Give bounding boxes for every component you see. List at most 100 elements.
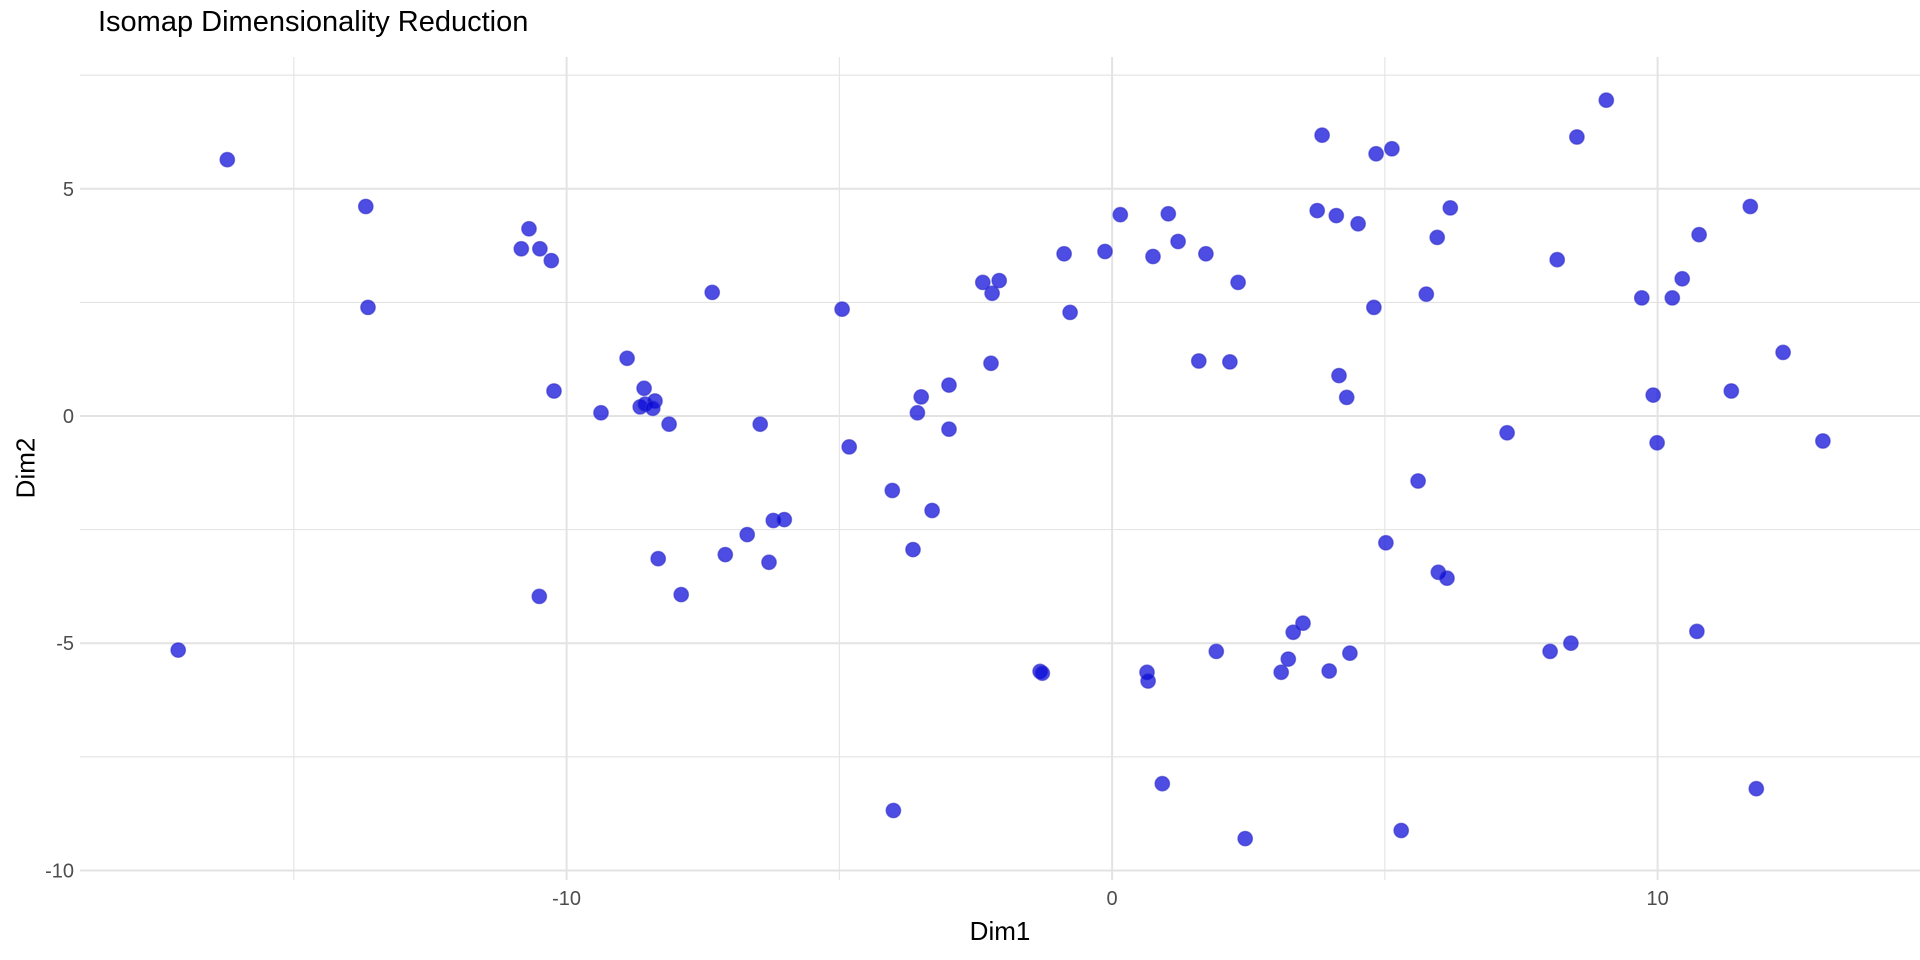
data-point bbox=[1378, 534, 1394, 551]
data-point bbox=[1723, 383, 1740, 399]
data-point bbox=[1691, 226, 1708, 243]
data-point bbox=[650, 550, 667, 567]
y-tick-label: 0 bbox=[63, 406, 74, 428]
data-point bbox=[1170, 233, 1187, 250]
data-point bbox=[1418, 286, 1435, 303]
data-point bbox=[513, 240, 530, 257]
x-tick-label: -10 bbox=[552, 888, 581, 910]
data-point bbox=[1160, 205, 1177, 222]
data-point bbox=[1140, 673, 1157, 689]
data-point bbox=[619, 350, 635, 367]
data-point bbox=[1321, 663, 1338, 679]
data-point bbox=[1429, 229, 1446, 246]
data-point bbox=[1393, 822, 1410, 839]
data-point bbox=[941, 377, 957, 393]
data-point bbox=[1542, 643, 1559, 660]
data-point bbox=[1198, 245, 1214, 262]
data-point bbox=[704, 284, 721, 301]
data-point bbox=[924, 502, 940, 519]
data-point bbox=[1338, 389, 1355, 406]
x-tick-label: 10 bbox=[1646, 888, 1668, 910]
y-tick-label: -5 bbox=[56, 633, 74, 655]
data-point bbox=[1230, 274, 1247, 291]
data-point bbox=[1309, 202, 1326, 219]
data-point bbox=[1815, 433, 1831, 449]
data-point bbox=[1410, 473, 1427, 489]
data-point bbox=[1208, 643, 1225, 660]
data-point bbox=[1633, 289, 1650, 306]
data-point bbox=[1342, 645, 1358, 662]
data-point bbox=[521, 220, 537, 237]
data-point bbox=[1442, 199, 1459, 216]
data-point bbox=[219, 151, 236, 168]
data-point bbox=[752, 416, 769, 433]
data-point bbox=[357, 198, 374, 215]
data-point bbox=[644, 400, 661, 417]
data-point bbox=[905, 541, 921, 558]
data-point bbox=[1097, 243, 1113, 260]
data-point bbox=[543, 252, 560, 269]
data-point bbox=[1273, 664, 1290, 681]
data-point bbox=[834, 301, 850, 318]
data-point bbox=[673, 586, 690, 603]
data-point bbox=[717, 546, 734, 563]
data-point bbox=[739, 526, 756, 543]
data-point bbox=[1222, 353, 1238, 370]
data-point bbox=[909, 404, 926, 421]
data-point bbox=[761, 554, 777, 571]
data-point bbox=[841, 438, 858, 455]
data-point bbox=[776, 511, 793, 528]
x-tick-label: 0 bbox=[1107, 888, 1118, 910]
data-point bbox=[1237, 830, 1254, 847]
data-point bbox=[1154, 775, 1171, 792]
data-point bbox=[1598, 92, 1615, 109]
data-point bbox=[661, 416, 677, 433]
data-point bbox=[1314, 127, 1331, 144]
data-point bbox=[1499, 424, 1516, 441]
data-point bbox=[546, 383, 562, 399]
data-point bbox=[885, 802, 902, 819]
data-point bbox=[1285, 624, 1302, 641]
data-point bbox=[1645, 387, 1662, 403]
data-point bbox=[1549, 251, 1566, 268]
y-tick-label: -10 bbox=[45, 860, 74, 882]
data-point bbox=[1775, 344, 1792, 361]
x-axis-title: Dim1 bbox=[969, 916, 1031, 946]
data-point bbox=[991, 272, 1008, 289]
data-point bbox=[1674, 270, 1691, 287]
y-tick-label: 5 bbox=[63, 179, 74, 201]
data-point bbox=[1569, 129, 1585, 145]
data-point bbox=[1439, 570, 1455, 587]
data-point bbox=[1742, 198, 1759, 215]
data-point bbox=[1062, 304, 1079, 321]
data-point bbox=[636, 380, 652, 397]
data-point bbox=[984, 285, 1000, 302]
data-point bbox=[1366, 299, 1382, 316]
data-point bbox=[1056, 245, 1073, 262]
data-point bbox=[1295, 615, 1311, 632]
data-point bbox=[1280, 651, 1297, 667]
data-point bbox=[532, 240, 548, 257]
data-point bbox=[1368, 145, 1385, 162]
data-point bbox=[1190, 353, 1207, 369]
data-point bbox=[531, 588, 548, 605]
chart-title: Isomap Dimensionality Reduction bbox=[98, 6, 529, 38]
data-point bbox=[884, 482, 901, 499]
data-point bbox=[913, 388, 930, 405]
y-axis-title: Dim2 bbox=[10, 437, 41, 499]
data-point bbox=[1563, 635, 1579, 652]
data-point bbox=[1664, 289, 1681, 306]
data-point bbox=[1034, 665, 1051, 682]
data-point bbox=[1649, 434, 1666, 451]
data-point bbox=[983, 355, 999, 372]
data-point bbox=[1748, 780, 1765, 797]
data-point bbox=[1384, 140, 1400, 157]
data-point bbox=[1350, 215, 1367, 232]
data-point bbox=[1331, 367, 1347, 384]
data-point bbox=[1689, 623, 1705, 640]
data-point bbox=[360, 299, 376, 316]
data-point bbox=[1112, 206, 1129, 223]
data-point bbox=[170, 642, 187, 658]
